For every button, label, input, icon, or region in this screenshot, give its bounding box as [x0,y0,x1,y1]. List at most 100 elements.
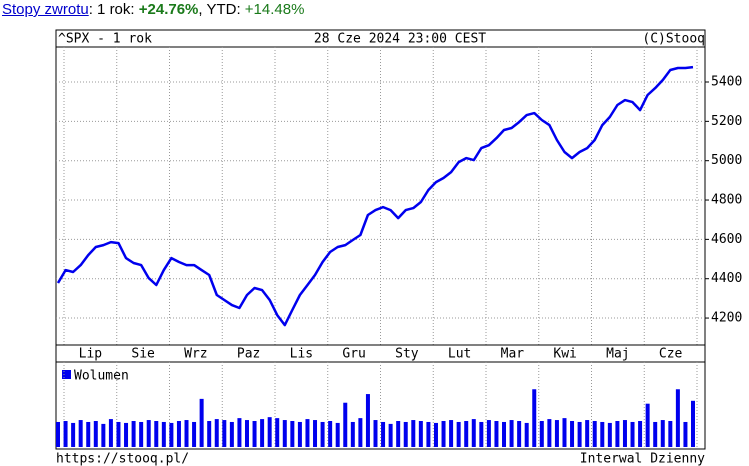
volume-bar [554,420,559,447]
volume-bar [494,421,499,447]
chart-date: 28 Cze 2024 23:00 CEST [314,32,486,47]
volume-bar [146,420,151,447]
volume-bar [502,421,507,447]
volume-bar [396,421,401,447]
price-line [56,65,694,327]
volume-bar [260,419,265,447]
x-tick-label: Lip [79,347,103,362]
volume-bar [131,421,136,447]
volume-bar [169,422,174,447]
volume-bar [313,420,318,447]
volume-bar [93,421,98,447]
volume-bar [622,420,627,447]
x-tick-label: Mar [501,347,525,362]
copyright: (C)Stooq [642,32,705,47]
volume-bar [229,421,234,447]
source-url[interactable]: https://stooq.pl/ [56,452,189,466]
volume-bar [683,421,688,447]
volume-bar [192,421,197,447]
volume-bar [570,421,575,447]
volume-bar [78,420,83,447]
y-tick-label: 5200 [711,114,742,129]
x-tick-label: Sie [131,347,155,362]
y-tick-label: 4800 [711,193,742,208]
volume-bar [373,420,378,447]
volume-bar [244,420,249,447]
volume-bar [486,420,491,447]
volume-bar [108,419,113,447]
volume-bar [411,420,416,447]
chart-title: ^SPX - 1 rok [58,32,152,47]
volume-bar [532,389,537,447]
volume-bar [214,419,219,447]
volume-bar [675,389,680,447]
volume-bar [456,421,461,447]
volume-bar [154,421,159,447]
volume-bar [343,402,348,447]
volume-bar [282,420,287,447]
returns-line: Stopy zwrotu: 1 rok: +24.76%, YTD: +14.4… [2,1,304,18]
volume-bar [176,421,181,447]
x-tick-label: Kwi [553,347,576,362]
period: : 1 rok: [88,1,139,18]
volume-bar [290,421,295,447]
ytd-return: +14.48% [244,1,305,18]
volume-bar [433,422,438,447]
volume-bar [547,419,552,447]
volume-bar [275,418,280,447]
volume-bar [252,421,257,447]
x-tick-label: Gru [342,347,365,362]
x-tick-label: Wrz [184,347,207,362]
volume-bar [297,421,302,447]
volume-bar [660,420,665,447]
legend-swatch [62,370,71,379]
x-tick-label: Lut [448,347,471,362]
volume-bar [381,421,386,447]
volume-bar [517,421,522,447]
volume-bar [441,421,446,447]
volume-bar [116,421,121,447]
volume-bar [539,421,544,447]
volume-panel [55,361,706,450]
volume-bar [607,422,612,447]
volume-bar [184,420,189,447]
price-panel [55,46,706,346]
volume-bar [388,423,393,447]
volume-bar [222,420,227,447]
interval: Interwal Dzienny [580,452,705,466]
volume-bar [562,418,567,447]
volume-bar [630,421,635,447]
volume-bar [668,421,673,447]
volume-bar [418,421,423,447]
volume-bar [335,422,340,447]
volume-bar [350,421,355,447]
volume-bar [600,421,605,447]
volume-bar [691,400,695,447]
volume-bar [71,422,76,447]
x-tick-label: Cze [659,347,683,362]
volume-bar [305,419,310,447]
y-tick-label: 4200 [711,311,742,326]
volume-bar [365,394,370,447]
volume-bar [124,422,129,447]
ytd-label: , YTD: [198,1,245,18]
volume-bar [403,421,408,447]
volume-bar [101,423,106,447]
volume-bar [509,420,514,447]
volume-bar [63,421,68,447]
y-tick-label: 5400 [711,75,742,90]
x-tick-label: Sty [395,347,419,362]
y-tick-label: 5000 [711,153,742,168]
volume-bar [237,418,242,447]
volume-bar [56,421,60,447]
volume-bar [139,421,144,447]
volume-bar [585,420,590,447]
volume-bar [207,421,212,447]
volume-bar [449,420,454,447]
legend-entry: Wolumen [74,369,129,384]
volume-bar [653,421,658,447]
x-tick-label: Maj [606,347,629,362]
returns-link[interactable]: Stopy zwrotu [2,1,89,18]
